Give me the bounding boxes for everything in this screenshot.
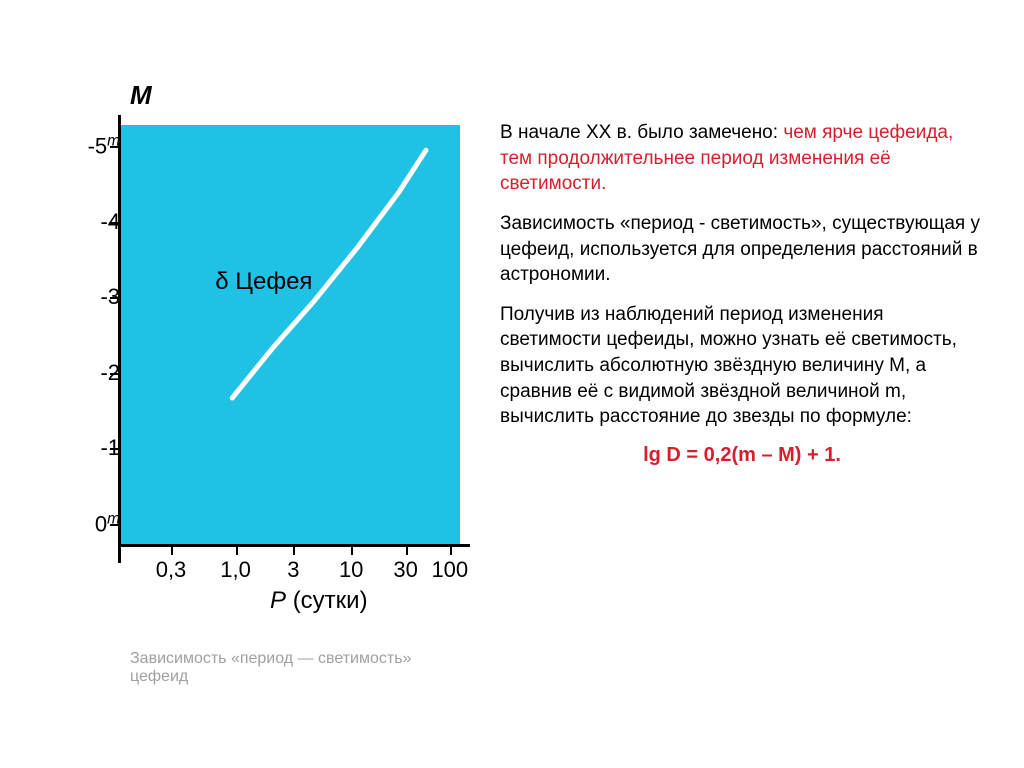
paragraph-3: Получив из наблюдений период изменения с… <box>500 302 984 430</box>
x-axis-unit: (сутки) <box>293 587 368 614</box>
y-axis-title: M <box>130 80 152 111</box>
x-axis-title: P (сутки) <box>270 587 368 615</box>
chart-column: M δ Цефея P (сутки) Зависимость «период … <box>30 70 470 708</box>
page-container: M δ Цефея P (сутки) Зависимость «период … <box>0 0 1024 768</box>
y-tick-label: -1 <box>60 435 120 461</box>
y-tick-label: -3 <box>60 284 120 310</box>
x-tick-label: 30 <box>393 557 417 583</box>
plot-background <box>120 125 460 545</box>
p1-black: В начале XX в. было замечено: <box>500 122 783 143</box>
x-tick <box>406 545 408 555</box>
y-tick-label: 0m <box>60 510 120 537</box>
x-tick-label: 10 <box>339 557 363 583</box>
plot-area: δ Цефея P (сутки) <box>120 125 460 545</box>
y-axis-line <box>118 115 121 563</box>
x-tick <box>450 545 452 555</box>
x-axis-var: P <box>270 587 286 614</box>
x-tick-label: 1,0 <box>220 557 251 583</box>
x-tick <box>351 545 353 555</box>
paragraph-1: В начале XX в. было замечено: чем ярче ц… <box>500 120 984 197</box>
x-tick <box>236 545 238 555</box>
paragraph-2: Зависимость «период - светимость», сущес… <box>500 211 984 288</box>
y-tick-label: -5m <box>60 132 120 159</box>
x-tick-label: 0,3 <box>156 557 187 583</box>
x-tick-label: 3 <box>287 557 299 583</box>
x-tick <box>171 545 173 555</box>
x-tick-label: 100 <box>431 557 468 583</box>
y-tick-label: -2 <box>60 360 120 386</box>
y-tick-label: -4 <box>60 209 120 235</box>
text-column: В начале XX в. было замечено: чем ярче ц… <box>500 70 994 708</box>
curve-label: δ Цефея <box>215 268 312 296</box>
formula: lg D = 0,2(m – M) + 1. <box>500 444 984 467</box>
x-tick <box>293 545 295 555</box>
chart-caption: Зависимость «период — светимость» цефеид <box>130 650 470 686</box>
